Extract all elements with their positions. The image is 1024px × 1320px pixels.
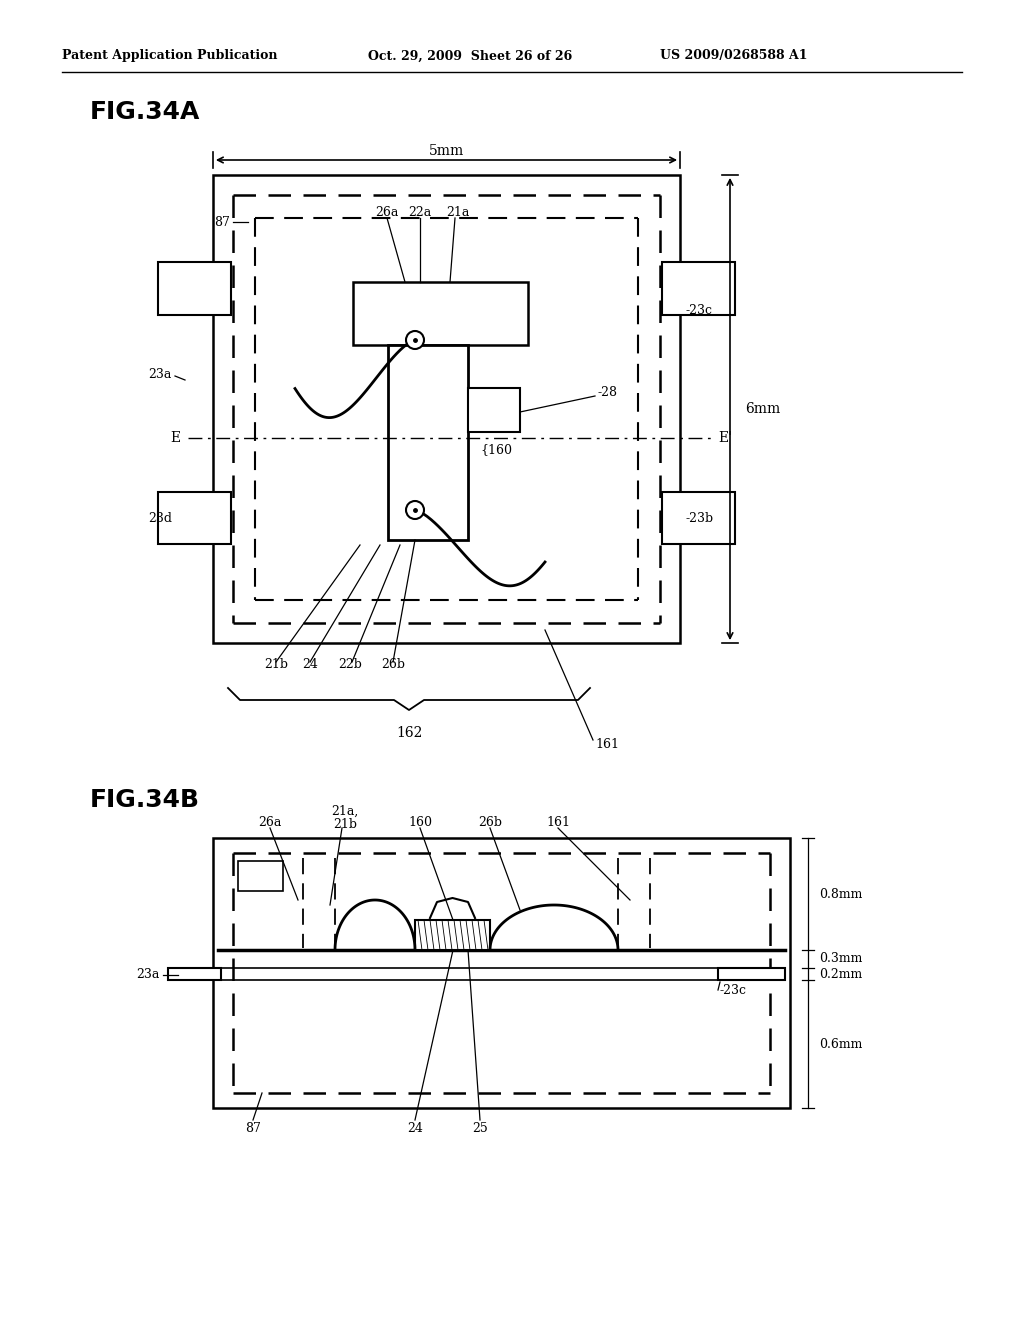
Text: 161: 161 (595, 738, 618, 751)
Text: 22a: 22a (409, 206, 432, 219)
Circle shape (406, 502, 424, 519)
Text: 0.2mm: 0.2mm (819, 968, 862, 981)
Text: 0.8mm: 0.8mm (819, 887, 862, 900)
Bar (415, 920, 490, 950)
Text: 24: 24 (302, 659, 317, 672)
Text: US 2009/0268588 A1: US 2009/0268588 A1 (660, 49, 808, 62)
Text: 5mm: 5mm (429, 144, 464, 158)
Text: 26a: 26a (376, 206, 398, 219)
Text: 161: 161 (546, 817, 570, 829)
Text: 26a: 26a (258, 817, 282, 829)
Text: 21a: 21a (446, 206, 470, 219)
Text: {160: {160 (480, 444, 512, 457)
Text: Patent Application Publication: Patent Application Publication (62, 49, 278, 62)
Text: -23c: -23c (720, 983, 746, 997)
Bar (353, 282, 528, 345)
Bar (718, 968, 785, 979)
Text: 87: 87 (245, 1122, 261, 1135)
Text: 23a: 23a (148, 368, 172, 381)
Text: 21a,: 21a, (332, 804, 358, 817)
Bar (168, 968, 221, 979)
Text: 6mm: 6mm (745, 403, 780, 416)
Bar (238, 861, 283, 891)
Circle shape (406, 331, 424, 348)
Text: 0.6mm: 0.6mm (819, 1038, 862, 1051)
Text: 26b: 26b (381, 659, 406, 672)
Text: 24: 24 (408, 1122, 423, 1135)
Bar (158, 261, 231, 315)
Text: 21b: 21b (264, 659, 288, 672)
Bar (662, 261, 735, 315)
Text: 162: 162 (396, 726, 422, 741)
Text: E: E (170, 432, 180, 445)
Text: 22b: 22b (338, 659, 361, 672)
Text: 25: 25 (472, 1122, 487, 1135)
Text: -23b: -23b (686, 511, 714, 524)
Bar (662, 492, 735, 544)
Text: FIG.34A: FIG.34A (90, 100, 201, 124)
Text: FIG.34B: FIG.34B (90, 788, 200, 812)
Text: 23a: 23a (136, 969, 160, 982)
Text: 23d: 23d (148, 511, 172, 524)
Text: Oct. 29, 2009  Sheet 26 of 26: Oct. 29, 2009 Sheet 26 of 26 (368, 49, 572, 62)
Bar (213, 176, 680, 643)
Text: 21b: 21b (333, 818, 357, 832)
Bar (388, 345, 468, 540)
Text: -28: -28 (598, 387, 618, 400)
Text: E': E' (718, 432, 732, 445)
Text: -23c: -23c (686, 304, 713, 317)
Bar (468, 388, 520, 432)
Text: 160: 160 (408, 817, 432, 829)
Text: 87: 87 (214, 215, 230, 228)
Text: 26b: 26b (478, 817, 502, 829)
Text: 0.3mm: 0.3mm (819, 953, 862, 965)
Bar (213, 838, 790, 1107)
Bar (158, 492, 231, 544)
